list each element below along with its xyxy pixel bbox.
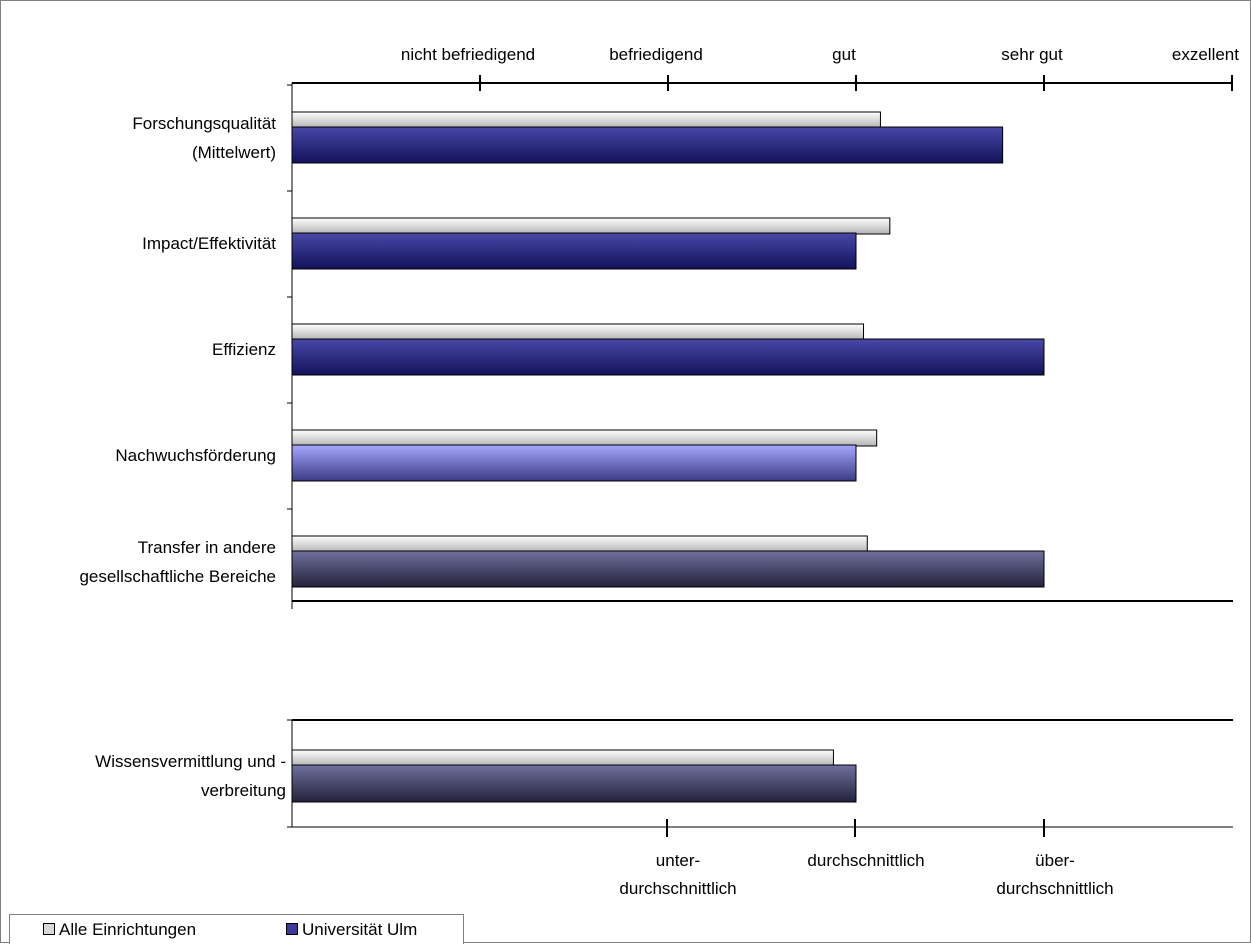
category-label-line-1: Transfer in andere [138,538,276,557]
legend-item-universitaet-ulm: Universität Ulm [286,921,417,939]
legend-label-ulm: Universität Ulm [302,920,418,939]
bar-alle-einrichtungen [291,323,865,341]
bottom-axis-label-line-2: durchschnittlich [996,879,1113,898]
bar-alle-einrichtungen [291,217,891,235]
top-axis-label: sehr gut [1001,45,1063,64]
category-label-line-2: (Mittelwert) [192,143,276,162]
bottom-axis-label-line-2: durchschnittlich [619,879,736,898]
bar-universitaet-ulm [291,764,857,803]
bar-alle-einrichtungen [291,749,834,767]
category-label-line-2: gesellschaftliche Bereiche [79,567,276,586]
bar-universitaet-ulm [291,444,857,482]
bar-universitaet-ulm [291,232,857,270]
category-label-line-2: verbreitung [201,781,286,800]
bar-alle-einrichtungen [291,535,868,553]
category-label: Effizienz [212,340,276,359]
top-axis-label: nicht befriedigend [401,45,535,64]
top-axis-label: gut [832,45,856,64]
legend-label-alle: Alle Einrichtungen [59,920,197,939]
category-label: Nachwuchsförderung [115,446,276,465]
bar-alle-einrichtungen [291,111,881,129]
legend-swatch-ulm [286,923,298,935]
bar-universitaet-ulm [291,338,1045,376]
top-axis-label: exzellent [1172,45,1239,64]
bottom-axis-label-line-1: über- [1035,851,1075,870]
legend-swatch-alle [43,923,55,935]
bar-alle-einrichtungen [291,429,878,447]
bottom-axis-label: durchschnittlich [807,851,924,870]
category-label: Impact/Effektivität [142,234,276,253]
bottom-axis-label-line-1: unter- [656,851,700,870]
legend: Alle Einrichtungen Universität Ulm [9,914,464,944]
bar-universitaet-ulm [291,126,1004,164]
category-label-line-1: Wissensvermittlung und - [95,752,286,771]
category-label-line-1: Forschungsqualität [132,114,276,133]
legend-item-alle-einrichtungen: Alle Einrichtungen [43,921,196,939]
top-axis-label: befriedigend [609,45,703,64]
bar-universitaet-ulm [291,550,1045,588]
